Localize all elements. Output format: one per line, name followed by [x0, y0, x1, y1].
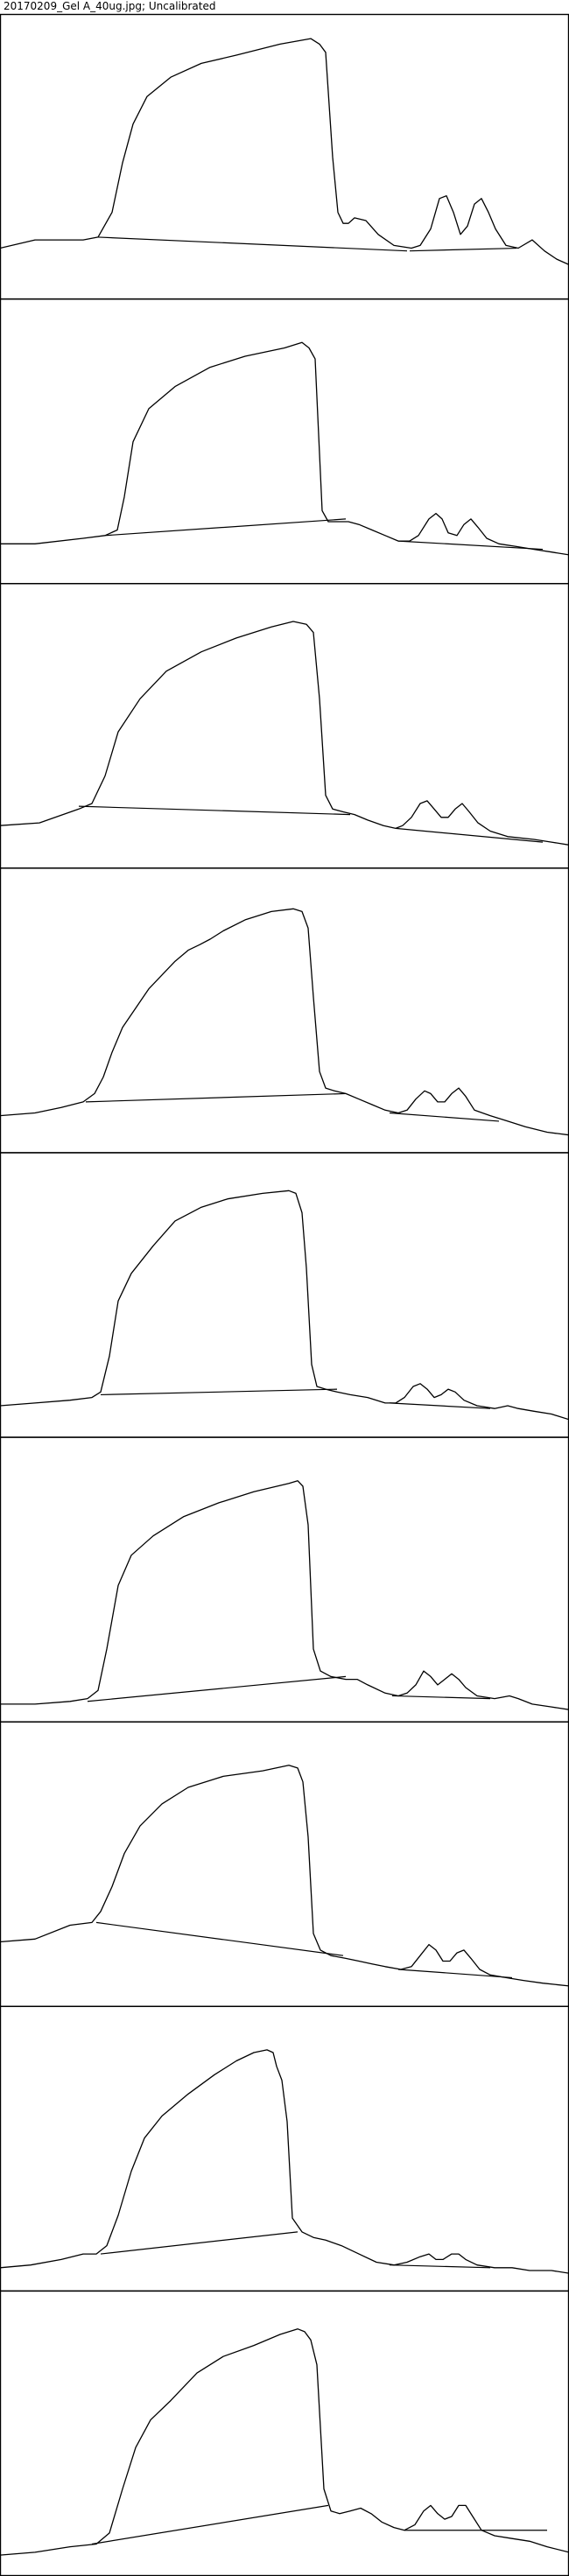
- lane-profile-line: [0, 1190, 569, 1421]
- lane-profile-line: [0, 1765, 569, 1987]
- baseline-line-1[interactable]: [104, 518, 347, 537]
- lane-frame: [0, 13, 569, 300]
- baseline-line-2[interactable]: [389, 2264, 491, 2269]
- lane-profile-line: [0, 38, 569, 265]
- lane-8: [0, 2005, 569, 2292]
- baseline-line-1[interactable]: [78, 805, 351, 816]
- lane-frame: [0, 1152, 569, 1438]
- baseline-line-2[interactable]: [395, 827, 544, 843]
- baseline-line-1[interactable]: [97, 236, 408, 252]
- lane-profile-line: [0, 2049, 569, 2274]
- baseline-line-1[interactable]: [91, 2504, 329, 2545]
- lane-4: [0, 867, 569, 1154]
- baseline-line-1[interactable]: [87, 1675, 347, 1702]
- baseline-line-1[interactable]: [100, 1388, 338, 1396]
- lane-9: [0, 2290, 569, 2576]
- baseline-line-2[interactable]: [391, 1695, 491, 1700]
- baseline-line-1[interactable]: [100, 2231, 299, 2255]
- lane-3: [0, 583, 569, 869]
- lane-profile-line: [0, 1480, 569, 1710]
- chart-title: 20170209_Gel A_40ug.jpg; Uncalibrated: [4, 0, 216, 12]
- lane-frame: [0, 2290, 569, 2576]
- baseline-line-2[interactable]: [389, 1402, 491, 1409]
- lane-profile-line: [0, 621, 569, 846]
- baseline-line-1[interactable]: [85, 1092, 347, 1103]
- lane-1: [0, 13, 569, 300]
- baseline-line-1[interactable]: [95, 1921, 344, 1956]
- lane-profile-line: [0, 341, 569, 556]
- lane-profile-line: [0, 2328, 569, 2556]
- lane-frame: [0, 583, 569, 869]
- lane-profile-line: [0, 908, 569, 1136]
- baseline-line-2[interactable]: [397, 540, 544, 551]
- lane-6: [0, 1436, 569, 1723]
- baseline-line-2[interactable]: [397, 1969, 513, 1979]
- lane-frame: [0, 1436, 569, 1723]
- lane-frame: [0, 1721, 569, 2007]
- baseline-line-2[interactable]: [409, 247, 517, 252]
- lane-frame: [0, 2005, 569, 2292]
- lane-7: [0, 1721, 569, 2007]
- lane-5: [0, 1152, 569, 1438]
- lane-frame: [0, 867, 569, 1154]
- lane-frame: [0, 298, 569, 585]
- lane-2: [0, 298, 569, 585]
- baseline-line-2[interactable]: [389, 1112, 500, 1122]
